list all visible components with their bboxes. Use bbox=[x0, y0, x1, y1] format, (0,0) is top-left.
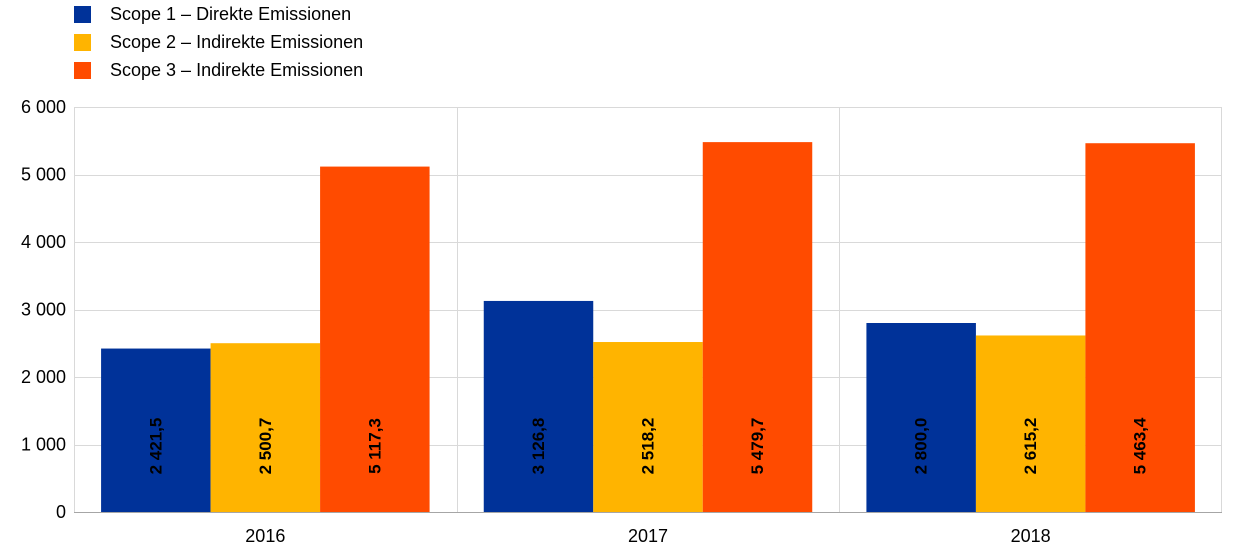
legend-item-scope1: Scope 1 – Direkte Emissionen bbox=[74, 0, 363, 28]
legend-label-scope2: Scope 2 – Indirekte Emissionen bbox=[110, 31, 364, 52]
y-tick-label-3000: 3 000 bbox=[21, 300, 66, 320]
chart-legend: Scope 1 – Direkte Emissionen Scope 2 – I… bbox=[74, 0, 363, 84]
legend-swatch-scope3 bbox=[74, 61, 91, 79]
data-label-2016-scope2: 2 500,7 bbox=[256, 418, 275, 475]
bar-2016-scope1 bbox=[101, 348, 211, 512]
bar-2018-scope1 bbox=[866, 323, 976, 512]
x-tick-label-2016: 2016 bbox=[245, 526, 285, 546]
x-tick-label-2018: 2018 bbox=[1011, 526, 1051, 546]
legend-swatch-scope1 bbox=[74, 5, 91, 23]
data-label-2017-scope3: 5 479,7 bbox=[748, 418, 767, 475]
bar-2016-scope3 bbox=[320, 166, 430, 512]
x-tick-label-2017: 2017 bbox=[628, 526, 668, 546]
legend-label-scope1: Scope 1 – Direkte Emissionen bbox=[110, 3, 352, 24]
y-tick-label-6000: 6 000 bbox=[21, 97, 66, 117]
bar-2018-scope2 bbox=[975, 335, 1086, 512]
legend-item-scope2: Scope 2 – Indirekte Emissionen bbox=[74, 28, 363, 56]
bar-2017-scope2 bbox=[593, 342, 703, 512]
bar-2016-scope2 bbox=[210, 343, 321, 512]
legend-swatch-scope2 bbox=[74, 33, 91, 51]
data-label-2018-scope1: 2 800,0 bbox=[912, 418, 931, 475]
data-label-2017-scope2: 2 518,2 bbox=[639, 418, 658, 475]
legend-item-scope3: Scope 3 – Indirekte Emissionen bbox=[74, 56, 363, 84]
data-label-2018-scope2: 2 615,2 bbox=[1021, 418, 1040, 475]
y-tick-label-2000: 2 000 bbox=[21, 367, 66, 387]
y-tick-label-1000: 1 000 bbox=[21, 435, 66, 455]
data-label-2016-scope1: 2 421,5 bbox=[146, 418, 165, 475]
bar-2017-scope1 bbox=[483, 300, 594, 512]
y-tick-label-0: 0 bbox=[56, 502, 66, 522]
y-tick-label-5000: 5 000 bbox=[21, 165, 66, 185]
y-tick-label-4000: 4 000 bbox=[21, 232, 66, 252]
bar-2018-scope3 bbox=[1085, 143, 1195, 512]
bar-2017-scope3 bbox=[702, 142, 813, 513]
data-label-2016-scope3: 5 117,3 bbox=[365, 418, 384, 474]
data-label-2017-scope1: 3 126,8 bbox=[529, 418, 548, 475]
legend-label-scope3: Scope 3 – Indirekte Emissionen bbox=[110, 59, 364, 80]
data-label-2018-scope3: 5 463,4 bbox=[1131, 417, 1150, 474]
